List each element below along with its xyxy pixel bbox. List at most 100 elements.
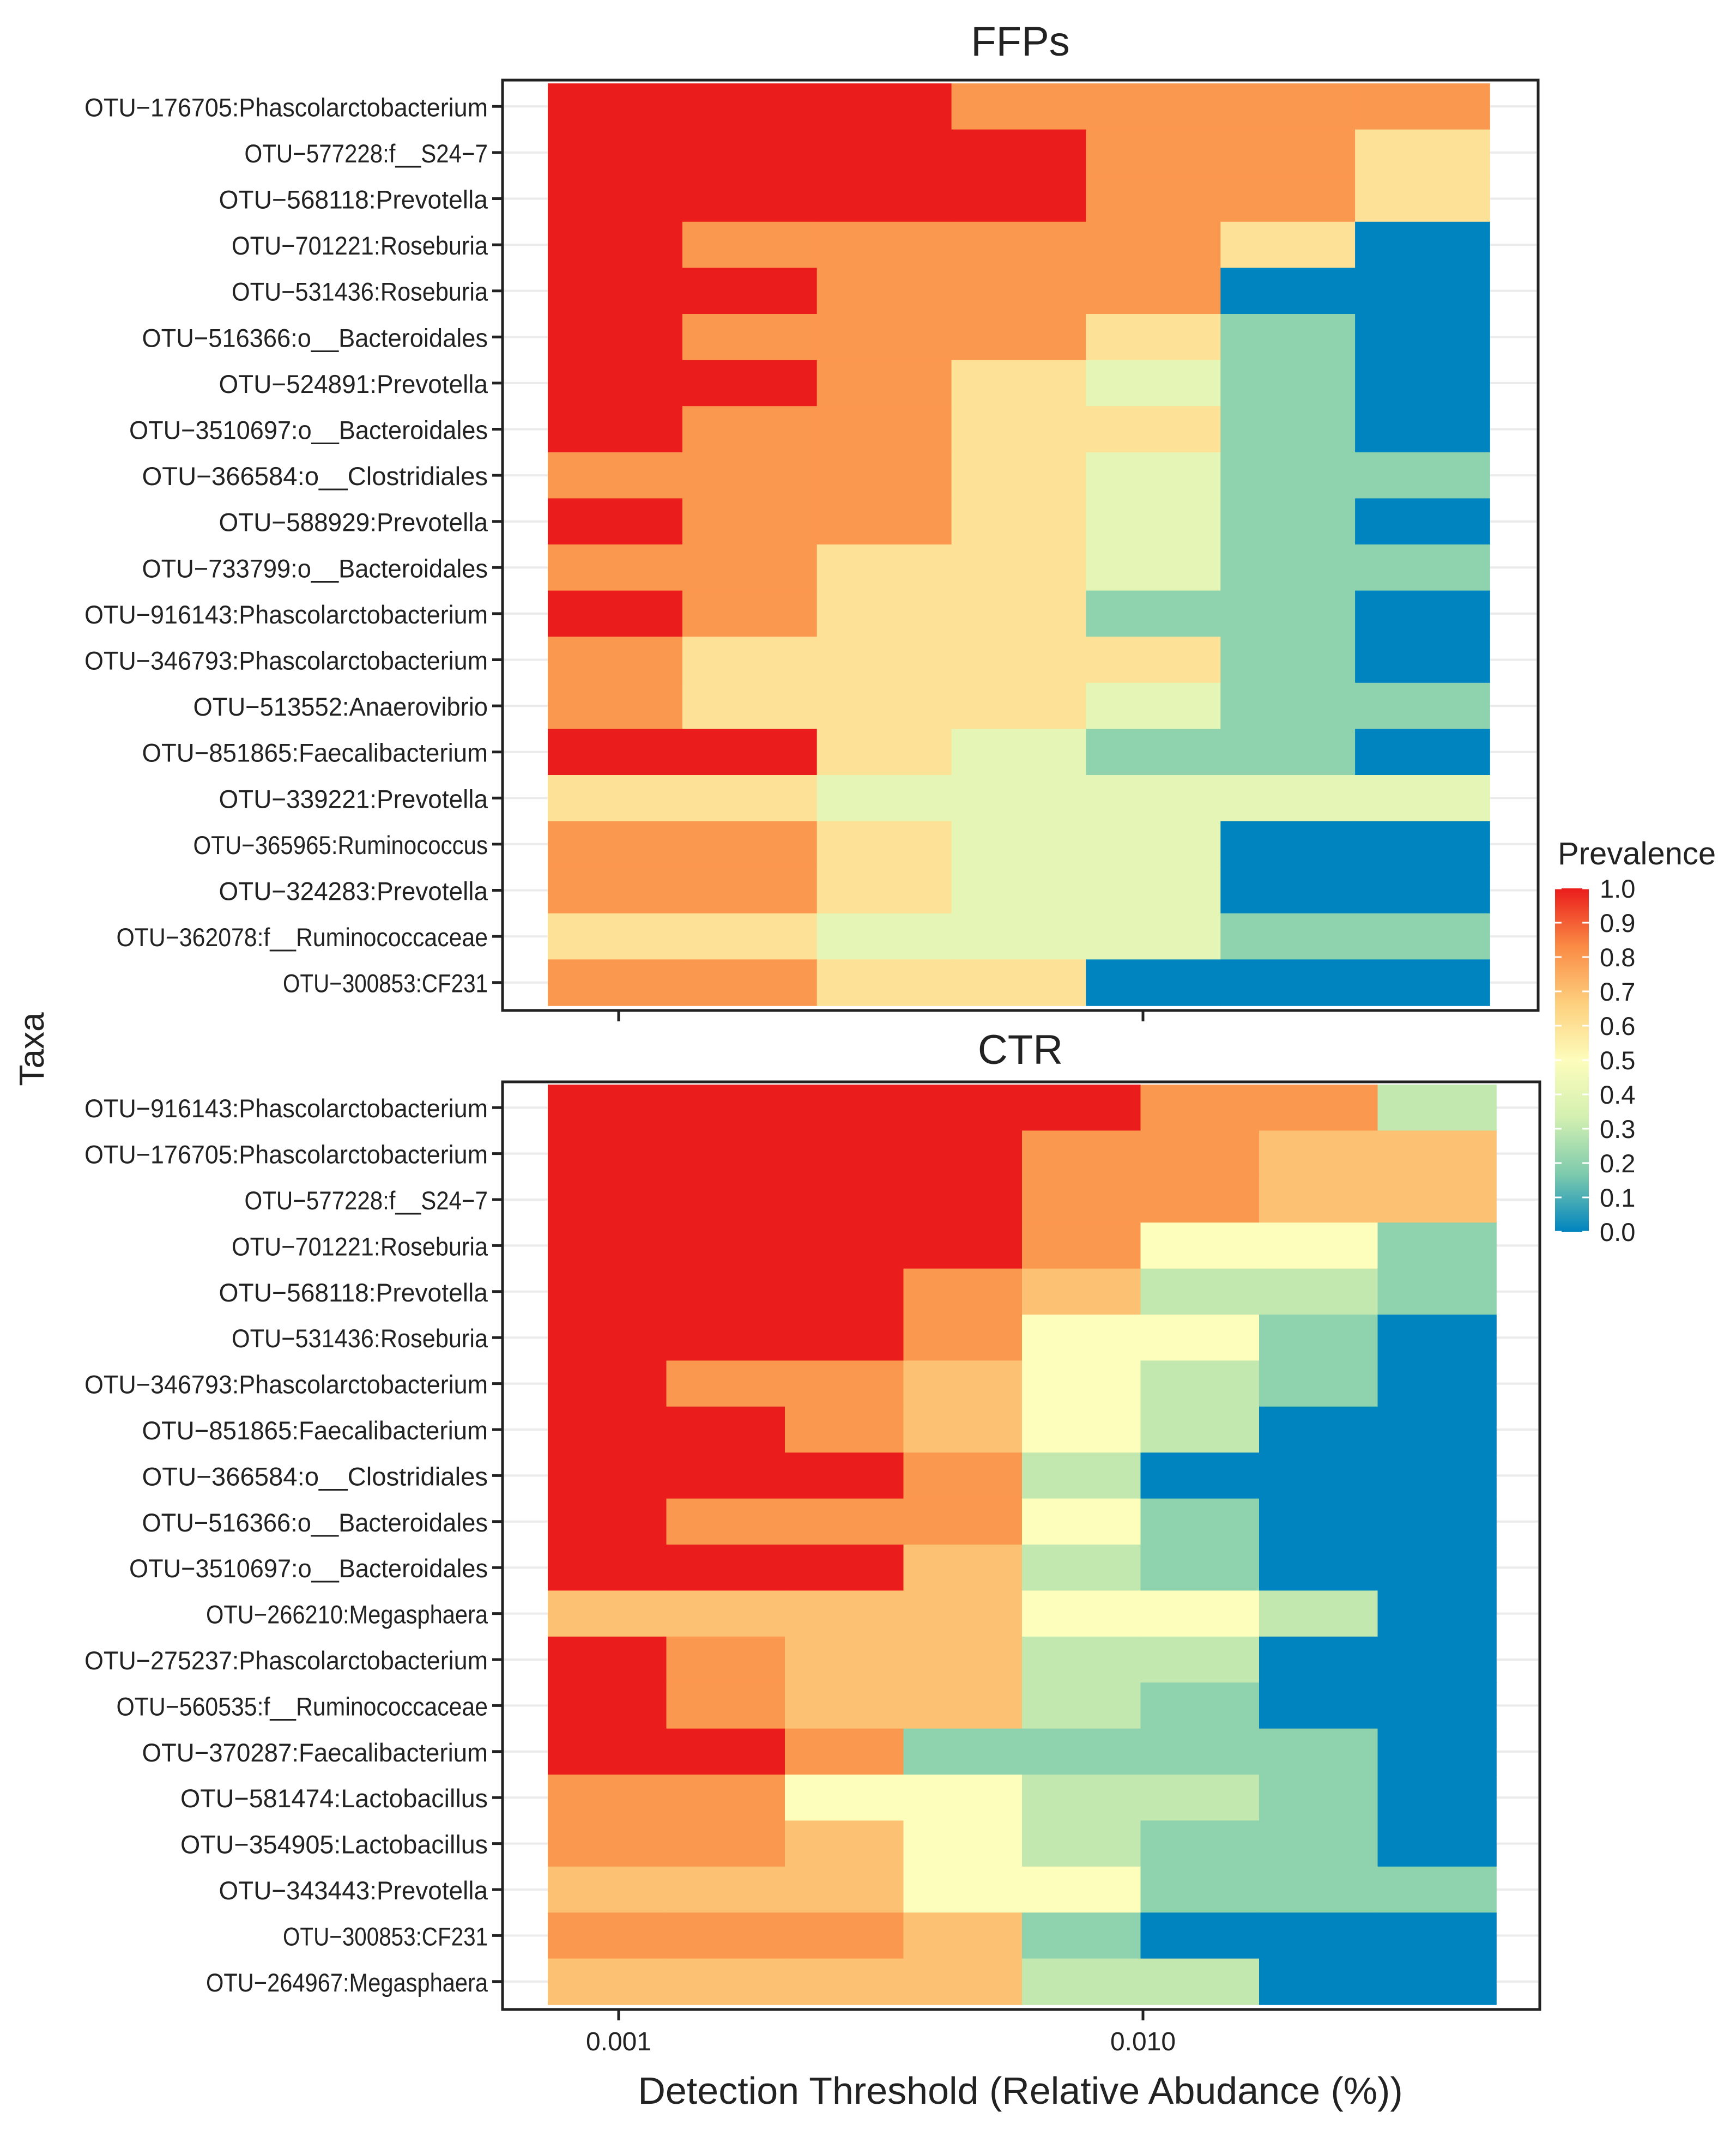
heatmap-cell xyxy=(1086,452,1221,499)
heatmap-cell xyxy=(666,1085,785,1131)
heatmap-cell xyxy=(1355,268,1490,314)
heatmap-cell xyxy=(1140,1315,1260,1361)
heatmap-cell xyxy=(951,406,1087,453)
heatmap-cell xyxy=(1377,1682,1497,1729)
heatmap-cell xyxy=(666,1820,785,1867)
heatmap-cell xyxy=(903,1360,1023,1407)
heatmap-cell xyxy=(1259,1820,1378,1867)
heatmap-cell xyxy=(816,83,952,130)
heatmap-cell xyxy=(1140,1268,1260,1315)
heatmap-cell xyxy=(1259,1682,1378,1729)
heatmap-cell xyxy=(548,83,683,130)
heatmap-cell xyxy=(1086,544,1221,591)
heatmap-cell xyxy=(1220,129,1356,176)
heatmap-cell xyxy=(785,1498,904,1545)
heatmap-cell xyxy=(903,1958,1023,2005)
heatmap-cell xyxy=(1259,1636,1378,1683)
heatmap-cell xyxy=(1022,1085,1141,1131)
row-label: OTU−516366:o__Bacteroidales xyxy=(142,323,488,352)
heatmap-cell xyxy=(548,913,683,960)
heatmap-cell xyxy=(682,913,818,960)
heatmap-cell xyxy=(816,268,952,314)
heatmap-cell xyxy=(1377,1820,1497,1867)
heatmap-cell xyxy=(548,129,683,176)
heatmap-cell xyxy=(548,1130,667,1177)
heatmap-cell xyxy=(1022,1958,1141,2005)
heatmap-cell xyxy=(1259,1452,1378,1499)
heatmap-cell xyxy=(816,314,952,361)
heatmap-cell xyxy=(666,1958,785,2005)
heatmap-cell xyxy=(548,867,683,914)
heatmap-cell xyxy=(903,1268,1023,1315)
heatmap-cell xyxy=(1377,1958,1497,2005)
heatmap-cell xyxy=(548,637,683,683)
row-label: OTU−343443:Prevotella xyxy=(219,1876,488,1905)
heatmap-cell xyxy=(951,544,1087,591)
heatmap-cell xyxy=(548,1912,667,1959)
row-label: OTU−524891:Prevotella xyxy=(219,370,488,398)
heatmap-cell xyxy=(1086,682,1221,730)
heatmap-cell xyxy=(548,1775,667,1821)
heatmap-cell xyxy=(548,1728,667,1775)
heatmap-cell xyxy=(1377,1728,1497,1775)
heatmap-cell xyxy=(785,1406,904,1453)
heatmap-cell xyxy=(1259,1222,1378,1269)
heatmap-cell xyxy=(816,452,952,499)
row-label: OTU−516366:o__Bacteroidales xyxy=(142,1508,488,1537)
heatmap-cell xyxy=(785,1176,904,1223)
heatmap-cell xyxy=(785,1268,904,1315)
heatmap-cell xyxy=(548,1085,667,1131)
legend-tick-label: 0.8 xyxy=(1600,943,1635,972)
heatmap-cell xyxy=(1377,1130,1497,1177)
heatmap-cell xyxy=(1140,1866,1260,1913)
heatmap-cell xyxy=(548,1636,667,1683)
heatmap-cell xyxy=(903,1590,1023,1637)
heatmap-cell xyxy=(548,959,683,1006)
heatmap-cell xyxy=(785,1590,904,1637)
heatmap-cell xyxy=(785,1682,904,1729)
heatmap-cell xyxy=(682,637,818,683)
row-label: OTU−513552:Anaerovibrio xyxy=(193,692,488,721)
heatmap-cell xyxy=(1140,1498,1260,1545)
heatmap-cell xyxy=(816,129,952,176)
row-label: OTU−365965:Ruminococcus xyxy=(193,831,488,859)
heatmap-cell xyxy=(1259,1866,1378,1913)
heatmap-cell xyxy=(903,1176,1023,1223)
heatmap-cell xyxy=(951,314,1087,361)
heatmap-cell xyxy=(1140,1545,1260,1591)
heatmap-cell xyxy=(816,221,952,269)
heatmap-cell xyxy=(1086,221,1221,269)
heatmap-cell xyxy=(1377,1315,1497,1361)
heatmap-cell xyxy=(903,1545,1023,1591)
heatmap-cell xyxy=(1140,1130,1260,1177)
heatmap-cell xyxy=(682,452,818,499)
x-axis-label: Detection Threshold (Relative Abudance (… xyxy=(638,2069,1402,2112)
heatmap-cell xyxy=(816,175,952,222)
heatmap-cell xyxy=(1355,83,1490,130)
heatmap-cell xyxy=(666,1545,785,1591)
heatmap-cell xyxy=(1377,1406,1497,1453)
row-label: OTU−588929:Prevotella xyxy=(219,508,488,537)
legend-tick-label: 0.1 xyxy=(1600,1183,1635,1212)
heatmap-cell xyxy=(1086,314,1221,361)
heatmap-cell xyxy=(1086,360,1221,407)
heatmap-cell xyxy=(666,1268,785,1315)
heatmap-cell xyxy=(548,1268,667,1315)
heatmap-cell xyxy=(1259,1315,1378,1361)
heatmap-cell xyxy=(666,1775,785,1821)
heatmap-cell xyxy=(785,1315,904,1361)
heatmap-cell xyxy=(1140,1682,1260,1729)
heatmap-cell xyxy=(666,1130,785,1177)
heatmap-cell xyxy=(1355,498,1490,545)
heatmap-cell xyxy=(1259,1958,1378,2005)
row-label: OTU−370287:Faecalibacterium xyxy=(142,1738,488,1767)
heatmap-cell xyxy=(1220,83,1356,130)
heatmap-cell xyxy=(548,1498,667,1545)
heatmap-cell xyxy=(1022,1360,1141,1407)
heatmap-cell xyxy=(1355,729,1490,776)
heatmap-cell xyxy=(682,590,818,637)
heatmap-cell xyxy=(548,1958,667,2005)
heatmap-cell xyxy=(1022,1176,1141,1223)
heatmap-cell xyxy=(1355,129,1490,176)
row-label: OTU−701221:Roseburia xyxy=(232,1232,488,1261)
